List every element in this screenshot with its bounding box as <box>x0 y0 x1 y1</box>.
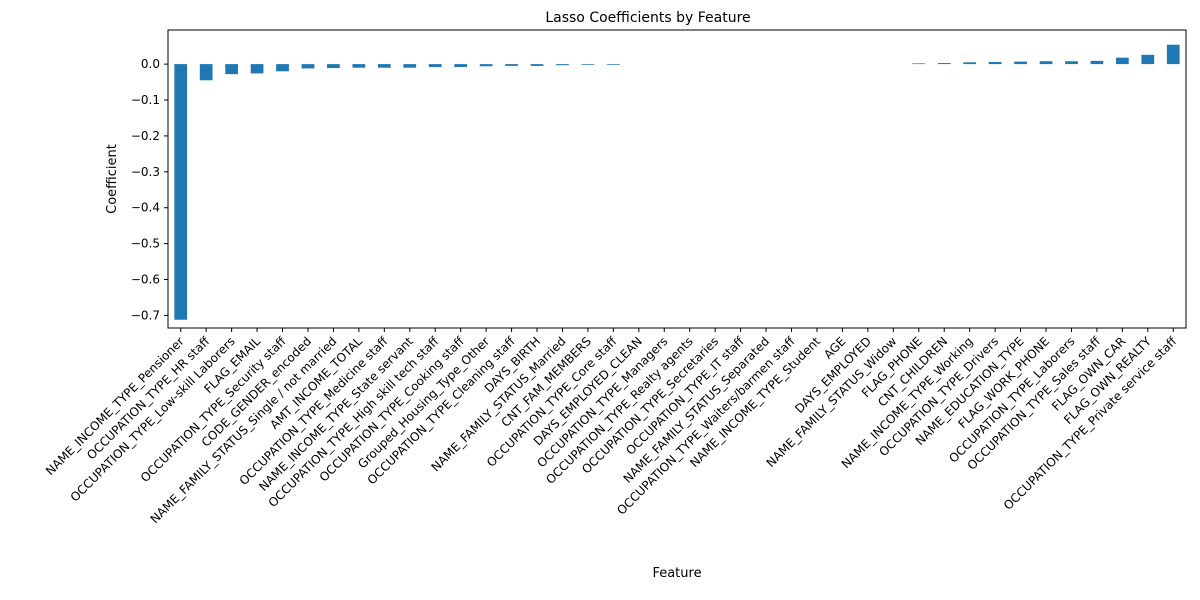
y-tick-label: −0.7 <box>131 308 160 322</box>
bar <box>556 64 569 66</box>
bars-group <box>174 44 1180 320</box>
bar <box>581 64 595 65</box>
bar <box>530 64 544 66</box>
bar <box>276 64 289 72</box>
bar <box>937 63 951 65</box>
bar <box>1014 61 1027 65</box>
y-axis: 0.0 −0.1 −0.2 −0.3 −0.4 −0.5 −0.6 −0.7 <box>131 57 168 322</box>
bar <box>912 63 926 65</box>
bar <box>1116 57 1129 65</box>
bar <box>1039 61 1053 65</box>
y-axis-label: Coefficient <box>105 144 120 214</box>
bar <box>403 64 417 68</box>
chart-title: Lasso Coefficients by Feature <box>545 10 750 26</box>
bar <box>199 64 213 81</box>
y-tick-label: −0.2 <box>131 129 160 143</box>
bar <box>1141 54 1155 65</box>
bar <box>1166 44 1180 65</box>
bar <box>454 64 468 67</box>
bar <box>479 64 493 67</box>
plot-frame <box>167 29 1187 329</box>
bar <box>225 64 238 75</box>
bar <box>428 64 442 67</box>
bar <box>1065 61 1078 65</box>
y-tick-label: 0.0 <box>141 57 160 71</box>
bar <box>352 64 366 68</box>
bar <box>377 64 391 68</box>
x-tick-label: OCCUPATION_TYPE_HR staff <box>84 334 213 463</box>
bar <box>963 62 977 65</box>
y-tick-label: −0.5 <box>131 237 160 251</box>
y-tick-label: −0.4 <box>131 201 160 215</box>
bar <box>301 64 315 69</box>
y-tick-label: −0.1 <box>131 93 160 107</box>
bar <box>988 61 1002 65</box>
y-tick-label: −0.6 <box>131 273 160 287</box>
bar <box>327 64 340 69</box>
bar <box>1090 60 1104 65</box>
bar <box>250 64 264 74</box>
x-axis: NAME_INCOME_TYPE_PensionerOCCUPATION_TYP… <box>43 328 1180 526</box>
x-axis-label: Feature <box>652 566 701 581</box>
bar <box>174 64 188 320</box>
y-tick-label: −0.3 <box>131 165 160 179</box>
bar <box>505 64 518 66</box>
bar <box>607 64 620 65</box>
